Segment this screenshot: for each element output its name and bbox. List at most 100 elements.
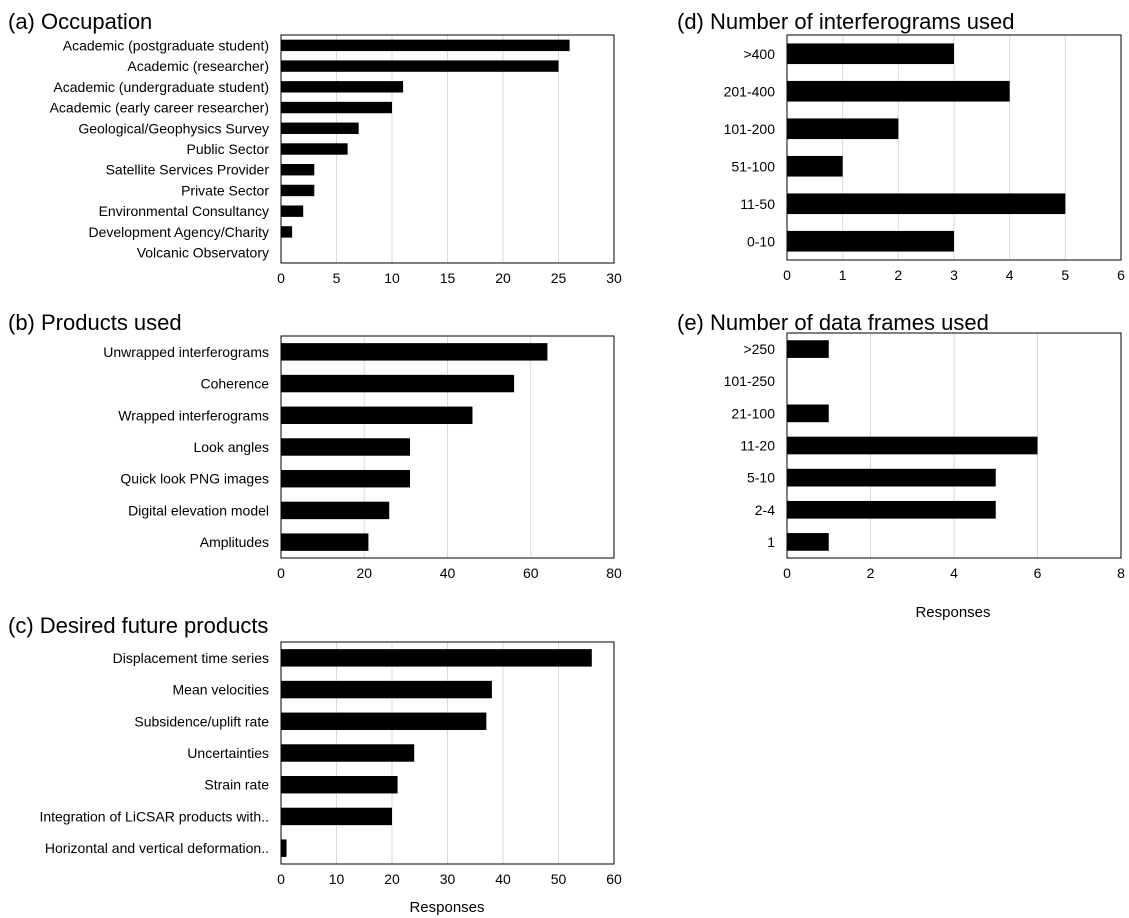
category-label: Private Sector xyxy=(181,182,269,198)
bar xyxy=(787,500,996,519)
category-label: Public Sector xyxy=(187,141,270,157)
panel-title: (e) Number of data frames used xyxy=(677,310,989,335)
bar xyxy=(281,226,293,238)
tick-label: 0 xyxy=(783,267,791,283)
category-label: Wrapped interferograms xyxy=(118,407,269,423)
bar xyxy=(281,712,487,731)
bar xyxy=(787,155,843,177)
panel-c: (c) Desired future products Displacement… xyxy=(8,613,622,916)
bar xyxy=(787,340,829,358)
tick-label: 0 xyxy=(277,871,285,887)
category-label: 2-4 xyxy=(755,502,775,518)
category-label: Displacement time series xyxy=(113,650,269,666)
panel-title: (d) Number of interferograms used xyxy=(677,9,1014,34)
bar xyxy=(281,374,515,393)
bar xyxy=(787,436,1038,455)
panel-e: (e) Number of data frames used >250 101-2… xyxy=(677,310,1125,621)
category-label: 51-100 xyxy=(731,158,775,174)
tick-label: 30 xyxy=(440,871,456,887)
tick-label: 4 xyxy=(1006,267,1014,283)
category-label: 101-200 xyxy=(724,121,776,137)
category-label: 5-10 xyxy=(747,470,775,486)
category-label: Strain rate xyxy=(204,777,269,793)
bar xyxy=(281,744,415,762)
category-label: Academic (early career researcher) xyxy=(50,100,269,116)
category-label: 11-50 xyxy=(740,196,775,212)
bar xyxy=(281,39,570,52)
category-label: Environmental Consultancy xyxy=(99,203,269,219)
bar xyxy=(281,469,411,488)
plot-frame xyxy=(786,332,1122,559)
tick-labels: 0 5 10 15 20 25 30 xyxy=(277,270,622,286)
tick-labels: 0 20 40 60 80 xyxy=(277,565,622,581)
tick-label: 20 xyxy=(384,871,400,887)
category-label: Unwrapped interferograms xyxy=(103,344,269,360)
category-label: Mean velocities xyxy=(173,682,270,698)
bar xyxy=(281,184,315,197)
category-label: Academic (researcher) xyxy=(127,58,269,74)
bar xyxy=(787,404,829,423)
category-labels: Displacement time series Mean velocities S… xyxy=(39,650,269,856)
tick-label: 60 xyxy=(523,565,539,581)
tick-label: 5 xyxy=(333,270,341,286)
tick-label: 8 xyxy=(1117,565,1125,581)
panel-d: (d) Number of interferograms used >40020… xyxy=(677,9,1125,283)
category-label: 1 xyxy=(767,534,775,550)
plot-frame xyxy=(280,641,615,865)
bars xyxy=(281,39,570,238)
category-label: 101-250 xyxy=(724,373,776,389)
tick-label: 60 xyxy=(606,871,622,887)
gridlines xyxy=(842,35,1066,260)
category-label: Digital elevation model xyxy=(128,502,269,518)
bars xyxy=(787,340,1038,551)
tick-label: 0 xyxy=(277,565,285,581)
panel-title: (c) Desired future products xyxy=(8,613,268,638)
tick-label: 30 xyxy=(606,270,622,286)
category-label: Coherence xyxy=(201,376,270,392)
tick-label: 40 xyxy=(440,565,456,581)
plot-frame xyxy=(786,34,1122,261)
category-label: 0-10 xyxy=(747,233,775,249)
category-label: Development Agency/Charity xyxy=(88,224,269,240)
tick-labels: 0 2 4 6 8 xyxy=(783,565,1125,581)
bar xyxy=(787,193,1066,215)
tick-label: 25 xyxy=(551,270,567,286)
tick-labels: 0 10 20 30 40 50 60 xyxy=(277,871,622,887)
category-label: >400 xyxy=(743,46,775,62)
bar xyxy=(281,775,398,794)
tick-label: 50 xyxy=(551,871,567,887)
panel-title: (a) Occupation xyxy=(8,9,152,34)
bar xyxy=(281,680,492,699)
tick-label: 10 xyxy=(384,270,400,286)
tick-labels: 0 1 2 3 4 5 6 xyxy=(783,267,1125,283)
x-axis-title: Responses xyxy=(409,899,484,916)
bar xyxy=(281,122,359,134)
category-label: Quick look PNG images xyxy=(120,471,269,487)
bar xyxy=(281,438,411,456)
category-label: Horizontal and vertical deformation.. xyxy=(45,840,269,856)
bar xyxy=(787,230,954,252)
category-label: Academic (undergraduate student) xyxy=(53,79,269,95)
bar xyxy=(281,143,348,155)
category-label: 11-20 xyxy=(740,438,775,454)
panel-title: (b) Products used xyxy=(8,310,182,335)
tick-label: 4 xyxy=(950,565,958,581)
category-label: Satellite Services Provider xyxy=(106,162,270,178)
category-label: Geological/Geophysics Survey xyxy=(78,120,269,136)
category-labels: Academic (postgraduate student) Academic … xyxy=(50,37,270,260)
bar xyxy=(281,406,473,425)
tick-label: 0 xyxy=(783,565,791,581)
tick-label: 15 xyxy=(440,270,456,286)
bar xyxy=(281,164,315,176)
tick-label: 20 xyxy=(495,270,511,286)
bar xyxy=(281,807,392,826)
bars xyxy=(787,43,1066,252)
tick-label: 3 xyxy=(950,267,958,283)
tick-label: 40 xyxy=(495,871,511,887)
bar xyxy=(787,468,996,487)
bar xyxy=(787,118,899,140)
bar xyxy=(787,533,829,551)
tick-label: 6 xyxy=(1117,267,1125,283)
bar xyxy=(281,533,369,551)
